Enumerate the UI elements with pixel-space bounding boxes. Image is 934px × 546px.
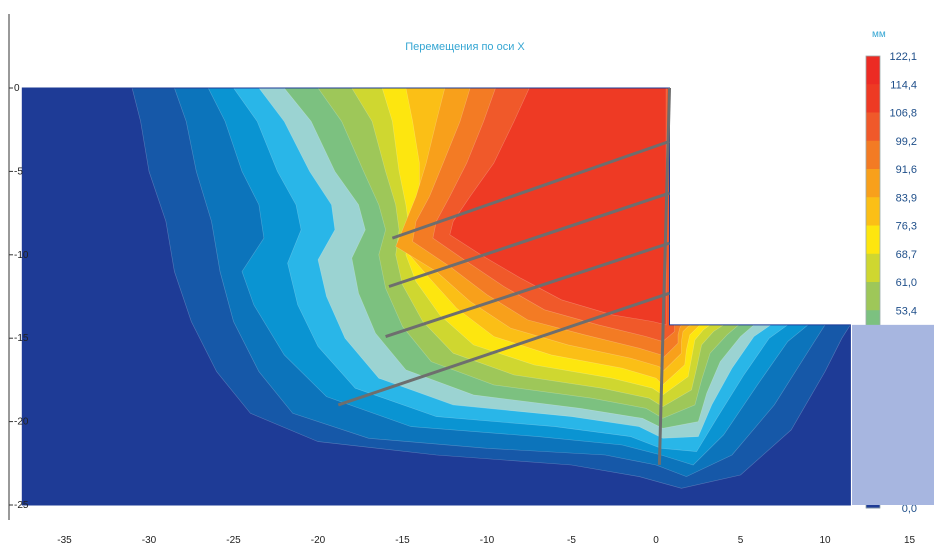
colorbar-level-label: 106,8 [889,108,917,120]
retaining-structure [337,87,672,466]
colorbar-level-label: 53,4 [896,305,917,317]
colorbar-swatch [866,56,880,85]
colorbar-swatch [866,282,880,311]
excavation-right-region [852,324,934,505]
colorbar-frame [865,55,881,509]
y-tick-label: -5 [14,166,23,177]
x-tick-label: -5 [567,535,576,546]
x-axis-ticks: -35 -30 -25 -20 -15 -10 -5 0 5 10 15 [57,535,915,546]
ground-anchor-1 [391,139,671,240]
x-tick-label: -15 [395,535,410,546]
x-tick-label: -10 [480,535,495,546]
colorbar-level-label: 68,7 [896,249,917,261]
colorbar-swatch [866,225,880,255]
x-tick-label: 0 [653,535,659,546]
colorbar-level-label: 61,0 [896,277,917,289]
colorbar-level-label: 91,6 [896,164,917,176]
colorbar-swatch [866,253,880,283]
retaining-wall [657,87,672,466]
x-tick-label: 5 [738,535,744,546]
colorbar-level-label: 83,9 [896,192,917,204]
x-tick-label: -30 [142,535,157,546]
colorbar-level-label: 114,4 [890,79,917,91]
x-tick-label: 15 [904,535,916,546]
x-tick-label: 10 [819,535,831,546]
contour-band-14 [449,88,667,326]
colorbar-swatch [866,84,880,113]
colorbar-swatch [866,169,880,198]
colorbar-swatch [866,197,880,226]
colorbar-level-label: 99,2 [896,136,917,148]
chart-title: Перемещения по оси X [405,41,525,53]
y-axis-ticks: 0 -5 -10 -15 -20 -25 [9,83,29,511]
x-tick-label: -35 [57,535,72,546]
y-tick-label: -25 [14,500,29,511]
y-tick-label: 0 [14,83,20,94]
y-tick-label: -10 [14,250,29,261]
x-tick-label: -20 [311,535,326,546]
ground-anchor-3 [385,241,670,338]
colorbar-swatch [866,112,880,142]
colorbar-level-label: 0,0 [902,503,917,515]
colorbar-unit: мм [872,29,886,40]
colorbar-level-label: 122,1 [889,51,917,63]
x-tick-label: -25 [226,535,241,546]
y-tick-label: -20 [14,417,29,428]
ground-anchor-2 [388,191,670,288]
y-tick-label: -15 [14,333,29,344]
colorbar-swatch [866,140,880,170]
colorbar-level-label: 76,3 [896,221,917,233]
ground-anchor-4 [337,291,670,407]
